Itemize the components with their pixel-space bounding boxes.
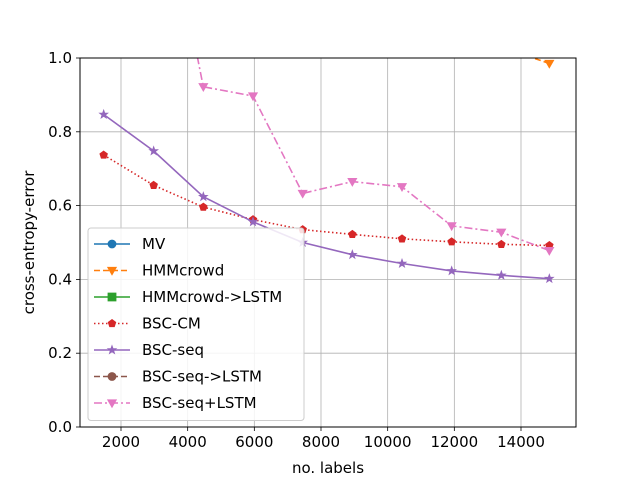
data-point [247,92,259,102]
tick-group: 2000 4000 6000 8000 10000 12000 14000 0.0 0.2 0.4… [48,49,545,451]
legend-label: MV [142,235,166,253]
legend-item: MV [94,235,166,253]
data-point [199,202,208,211]
data-point [446,265,457,276]
legend-marker [107,372,117,381]
legend-marker [107,292,117,302]
y-tick-label: 0.6 [48,197,72,215]
x-axis-label: no. labels [292,459,364,477]
legend-label: BSC-seq->LSTM [142,368,262,386]
data-point [247,216,259,227]
data-point [98,108,109,119]
x-tick-label: 12000 [430,433,478,451]
data-point [397,234,407,243]
legend-item: BSC-seq [94,341,204,359]
data-point [198,83,209,92]
series-line [103,154,550,247]
data-point [497,44,506,52]
data-point [148,145,159,156]
data-point [396,183,408,192]
data-point [496,269,507,280]
legend-item: BSC-seq->LSTM [94,368,262,386]
data-point [447,237,456,246]
y-tick-label: 0.0 [48,418,72,436]
y-tick-label: 0.8 [48,123,72,141]
legend-label: BSC-seq+LSTM [142,394,257,412]
data-point [348,229,357,239]
data-point [297,189,308,199]
data-point [347,178,358,187]
data-point [396,257,408,269]
legend-label: BSC-seq [142,341,204,359]
data-point [544,273,555,284]
x-tick-label: 14000 [497,433,545,451]
legend-marker [107,319,117,328]
series-4 [98,108,555,284]
plot-frame [79,57,577,428]
legend-marker [106,399,118,409]
data-point [544,59,555,69]
legend-item: HMMcrowd [94,262,224,280]
data-point [198,191,209,202]
x-tick-label: 6000 [235,433,273,451]
legend-label: BSC-CM [142,315,201,333]
x-tick-label: 10000 [364,433,412,451]
series-group [98,44,555,284]
legend-item: BSC-CM [94,315,201,333]
y-tick-label: 0.4 [48,270,72,288]
series-1 [497,44,555,69]
legend-marker [106,266,118,276]
legend-marker [107,239,117,249]
y-axis-label: cross-entropy-error [20,170,38,315]
legend-label: HMMcrowd [142,262,224,280]
legend-box [87,227,305,421]
data-point [496,228,507,238]
data-point [149,180,158,189]
series-6 [196,58,555,256]
legend-marker [106,344,118,355]
data-point [497,239,506,248]
x-tick-label: 4000 [169,433,207,451]
x-tick-label: 2000 [102,433,140,451]
y-tick-label: 1.0 [48,49,72,67]
y-tick-label: 0.2 [48,344,72,362]
data-point [544,247,555,256]
series-line [103,113,550,280]
data-point [446,222,457,232]
data-point [99,150,108,159]
legend-item: HMMcrowd->LSTM [94,288,282,306]
x-tick-label: 8000 [302,433,340,451]
data-point [347,249,358,260]
legend-item: BSC-seq+LSTM [94,394,257,412]
legend: MV HMMcrowd HMMcrowd->LSTM BSC-CM BSC-seq BSC… [87,227,305,421]
legend-label: HMMcrowd->LSTM [142,288,282,306]
